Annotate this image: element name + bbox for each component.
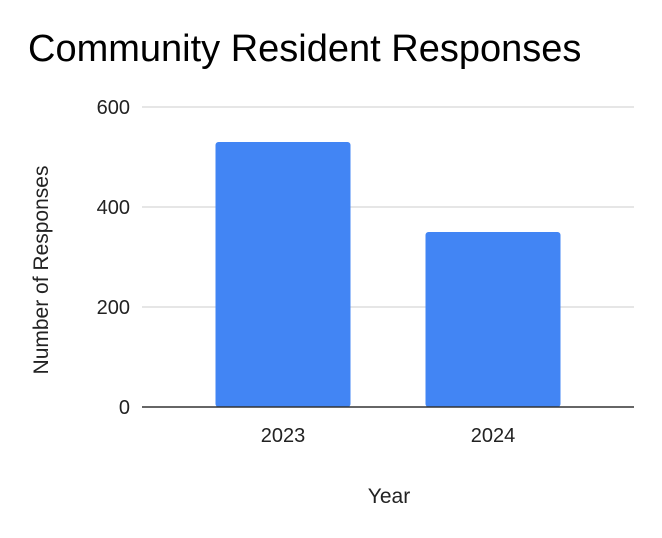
y-tick-label: 400 bbox=[97, 197, 130, 219]
x-tick-label: 2024 bbox=[471, 425, 516, 447]
x-axis-title: Year bbox=[368, 485, 410, 508]
bar-2023 bbox=[215, 142, 351, 407]
y-tick-label: 0 bbox=[119, 397, 130, 419]
x-tick-label: 2023 bbox=[261, 425, 306, 447]
x-tick-labels: 2023 2024 bbox=[261, 425, 516, 447]
bar-2024 bbox=[425, 232, 561, 407]
y-tick-label: 600 bbox=[97, 97, 130, 119]
bars bbox=[215, 142, 561, 407]
y-axis-title: Number of Responses bbox=[30, 166, 53, 375]
chart-title: Community Resident Responses bbox=[28, 28, 582, 70]
y-tick-labels: 0 200 400 600 bbox=[97, 97, 130, 419]
y-tick-label: 200 bbox=[97, 297, 130, 319]
